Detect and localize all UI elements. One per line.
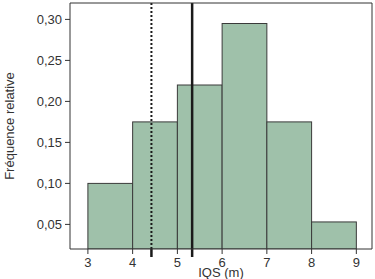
x-tick-label: 7 [263,255,270,270]
bar [312,222,357,249]
x-tick [222,249,223,254]
y-tick-label: 0,10 [37,176,62,191]
reference-line [191,3,194,249]
y-axis-label: Fréquence relative [2,72,17,180]
x-tick [266,249,267,254]
frame-right [372,3,373,249]
bar [267,122,312,249]
bar [88,183,133,249]
x-tick [311,249,312,254]
x-tick [177,249,178,254]
x-tick-label: 9 [353,255,360,270]
x-tick-label: 8 [308,255,315,270]
plot-area [88,3,356,249]
reference-tick [150,249,153,257]
chart: 0,050,100,150,200,250,303456789IQS (m)Fr… [0,0,375,279]
y-tick [65,183,70,184]
bar [222,24,267,250]
x-tick-label: 4 [129,255,136,270]
y-tick-label: 0,30 [37,12,62,27]
x-axis-label: IQS (m) [198,265,244,279]
x-axis [70,249,372,250]
x-tick [132,249,133,254]
x-tick [356,249,357,254]
x-tick-label: 5 [174,255,181,270]
reference-tick [191,249,194,257]
x-tick-label: 3 [84,255,91,270]
y-tick-label: 0,05 [37,217,62,232]
bar [177,85,222,249]
bar [133,122,178,249]
y-tick-label: 0,15 [37,135,62,150]
y-tick-label: 0,20 [37,94,62,109]
y-tick [65,224,70,225]
y-tick [65,142,70,143]
frame-top [70,3,372,4]
reference-line [150,3,152,249]
y-tick-label: 0,25 [37,53,62,68]
x-tick [87,249,88,254]
y-tick [65,101,70,102]
y-tick [65,60,70,61]
y-tick [65,19,70,20]
y-axis [70,3,71,249]
